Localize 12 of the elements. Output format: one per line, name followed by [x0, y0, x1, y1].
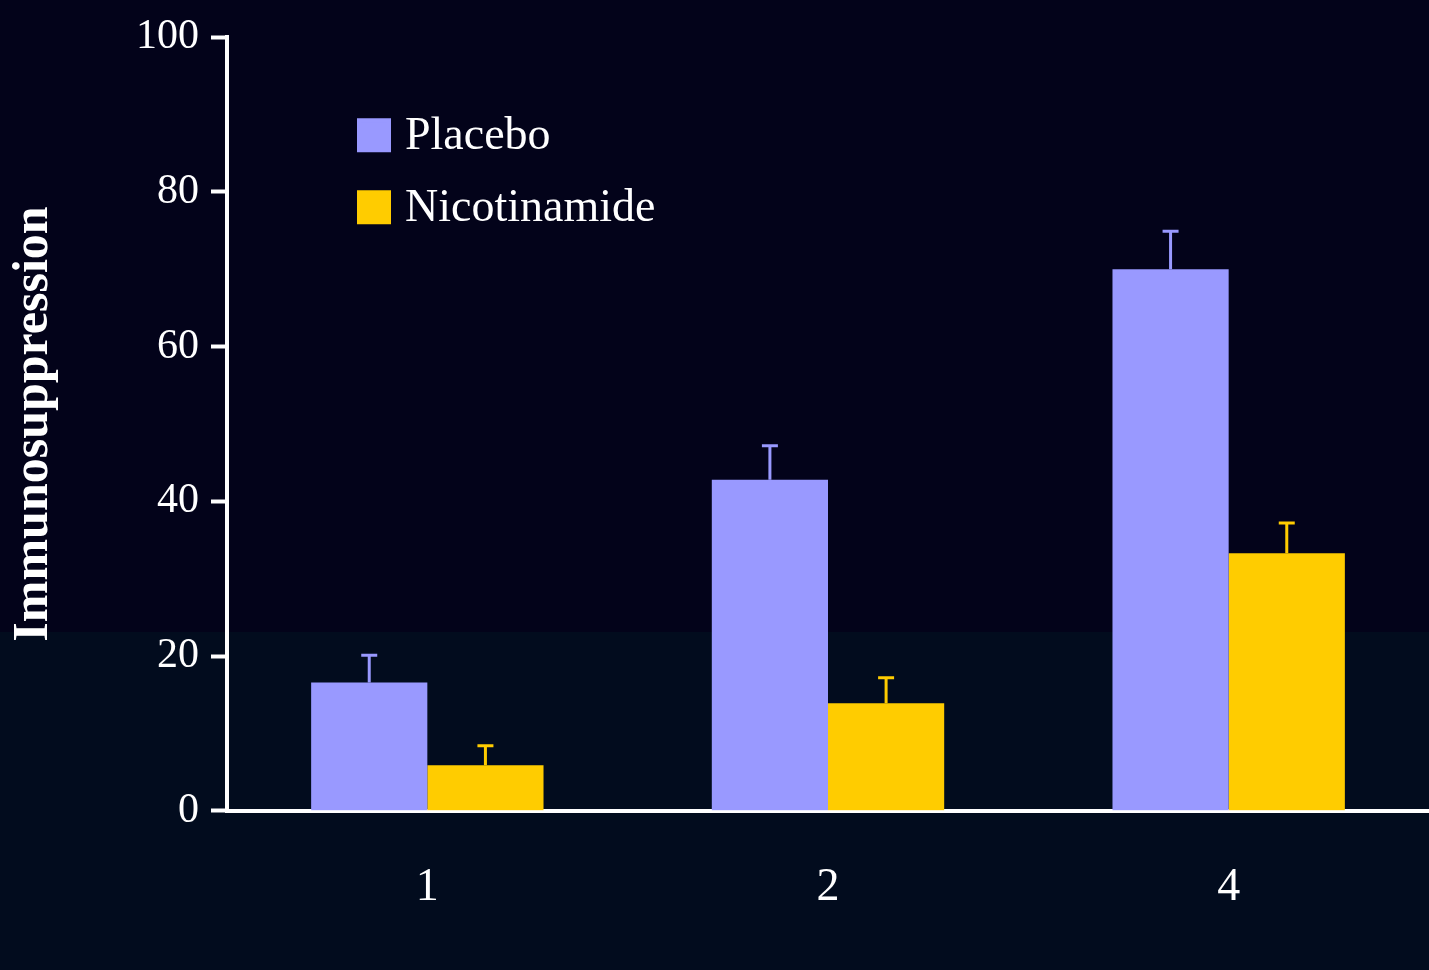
y-tick-label: 40 [157, 475, 199, 522]
y-tick-label: 100 [136, 11, 199, 58]
y-tick-label: 60 [157, 320, 199, 367]
y-tick-label: 0 [178, 784, 199, 831]
y-tick-label: 80 [157, 165, 199, 212]
x-tick-label: 4 [1217, 859, 1241, 911]
x-tick-label: 1 [415, 859, 439, 911]
y-tick-label: 20 [157, 630, 199, 677]
y-axis-title: Immunosuppression [1, 206, 58, 642]
legend-label: Nicotinamide [405, 180, 656, 232]
legend-label: Placebo [405, 108, 551, 160]
x-tick-label: 2 [816, 859, 840, 911]
